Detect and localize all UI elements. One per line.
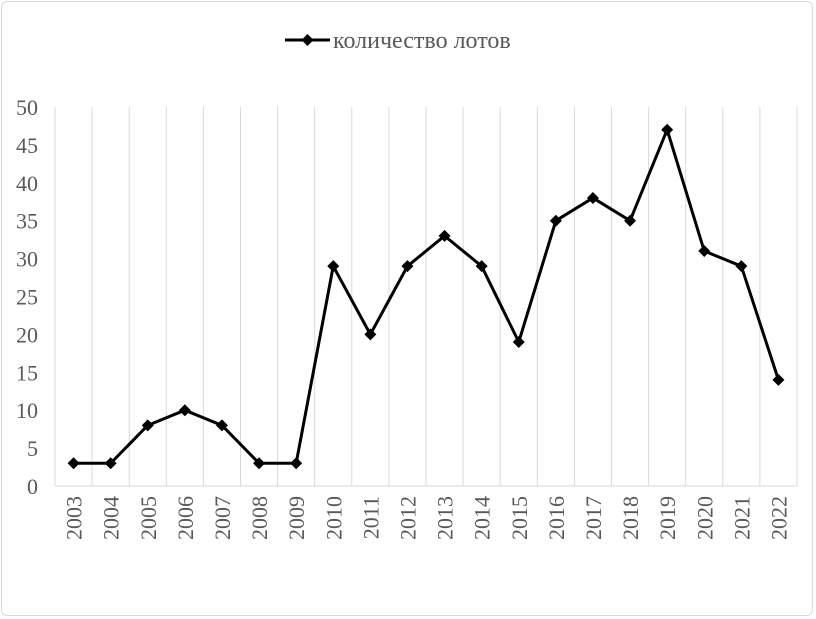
- series: [67, 123, 785, 470]
- data-point-marker: [698, 245, 711, 258]
- x-tick-label: 2007: [210, 496, 235, 540]
- data-point-marker: [438, 229, 451, 242]
- y-tick-label: 25: [16, 285, 38, 310]
- data-point-marker: [772, 373, 785, 386]
- x-tick-label: 2018: [618, 496, 643, 540]
- y-tick-label: 30: [16, 247, 38, 272]
- x-tick-label: 2009: [284, 496, 309, 540]
- series-line: [73, 128, 780, 465]
- data-point-marker: [624, 214, 637, 227]
- data-point-marker: [364, 328, 377, 341]
- data-point-marker: [104, 457, 117, 470]
- x-tick-label: 2003: [62, 496, 87, 540]
- legend-marker-diamond-icon: [301, 34, 314, 46]
- data-point-marker: [475, 260, 488, 273]
- x-tick-label: 2020: [692, 496, 717, 540]
- legend: количество лотов: [285, 28, 511, 54]
- data-point-marker: [178, 404, 191, 417]
- gridlines: [54, 107, 798, 487]
- x-tick-label: 2017: [581, 496, 606, 540]
- x-tick-label: 2012: [395, 496, 420, 540]
- data-point-marker: [141, 419, 154, 432]
- x-tick-label: 2015: [507, 496, 532, 540]
- data-point-marker: [401, 260, 414, 273]
- data-point-marker: [215, 419, 228, 432]
- y-tick-label: 0: [27, 474, 38, 499]
- data-point-marker: [67, 457, 80, 470]
- y-tick-label: 10: [16, 398, 38, 423]
- x-tick-label: 2019: [655, 496, 680, 540]
- y-tick-label: 35: [16, 209, 38, 234]
- data-point-marker: [661, 123, 674, 136]
- data-point-marker: [253, 457, 266, 470]
- y-tick-label: 40: [16, 171, 38, 196]
- data-point-marker: [512, 335, 525, 348]
- x-tick-label: 2008: [247, 496, 272, 540]
- y-tick-label: 45: [16, 133, 38, 158]
- x-tick-label: 2014: [470, 496, 495, 540]
- data-point-marker: [586, 191, 599, 204]
- x-tick-label: 2005: [136, 496, 161, 540]
- x-tick-label: 2016: [544, 496, 569, 540]
- x-tick-label: 2004: [99, 496, 124, 540]
- x-tick-label: 2013: [433, 496, 458, 540]
- y-tick-label: 15: [16, 360, 38, 385]
- y-tick-label: 50: [16, 95, 38, 120]
- x-tick-label: 2010: [321, 496, 346, 540]
- y-axis-ticks: 0 5 10 15 20 25 30 35 40 45 50: [16, 95, 38, 499]
- x-axis-ticks: 2003 2004 2005 2006 2007 2008 2009 2010 2011 2012…: [62, 496, 792, 540]
- y-tick-label: 5: [27, 436, 38, 461]
- data-point-marker: [735, 260, 748, 273]
- x-tick-label: 2022: [766, 496, 791, 540]
- y-tick-label: 20: [16, 322, 38, 347]
- legend-label: количество лотов: [333, 28, 511, 54]
- x-tick-label: 2011: [358, 496, 383, 539]
- data-point-marker: [327, 260, 340, 273]
- x-tick-label: 2021: [729, 496, 754, 540]
- data-point-marker: [290, 457, 303, 470]
- data-point-marker: [549, 214, 562, 227]
- x-tick-label: 2006: [173, 496, 198, 540]
